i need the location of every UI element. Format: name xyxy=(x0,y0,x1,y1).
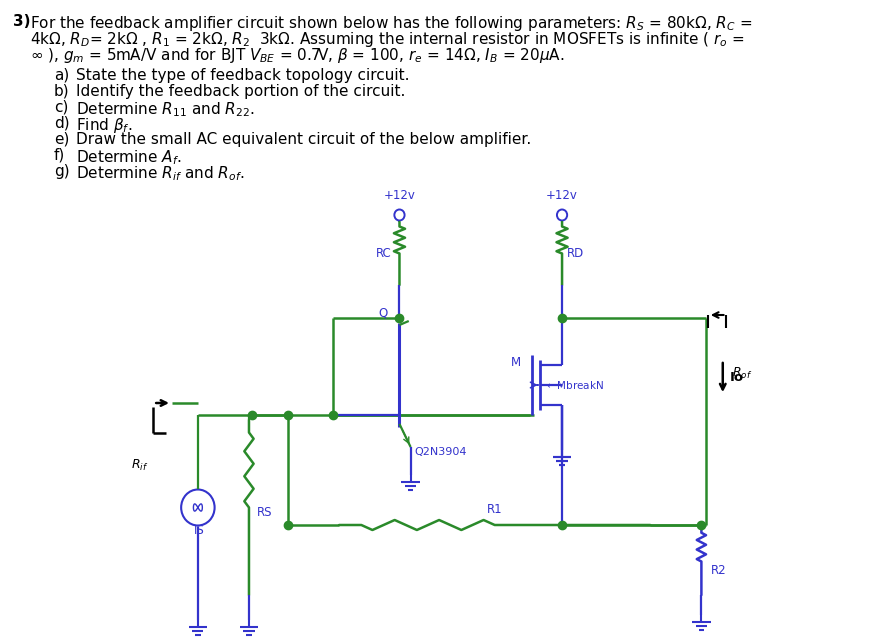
Text: c): c) xyxy=(54,100,68,115)
Text: Draw the small AC equivalent circuit of the below amplifier.: Draw the small AC equivalent circuit of … xyxy=(76,132,532,147)
Text: 3): 3) xyxy=(13,14,31,29)
Text: Io: Io xyxy=(730,371,744,384)
Text: 4k$\Omega$, $R_D$= 2k$\Omega$ , $R_1$ = 2k$\Omega$, $R_2$  3k$\Omega$. Assuming : 4k$\Omega$, $R_D$= 2k$\Omega$ , $R_1$ = … xyxy=(30,30,744,49)
Text: $R_{of}$: $R_{of}$ xyxy=(732,365,752,381)
Text: Determine $R_{if}$ and $R_{of}$.: Determine $R_{if}$ and $R_{of}$. xyxy=(76,164,245,183)
Text: Determine $R_{11}$ and $R_{22}$.: Determine $R_{11}$ and $R_{22}$. xyxy=(76,100,255,119)
Text: For the feedback amplifier circuit shown below has the following parameters: $R_: For the feedback amplifier circuit shown… xyxy=(30,14,752,33)
Text: Identify the feedback portion of the circuit.: Identify the feedback portion of the cir… xyxy=(76,84,405,99)
Text: R2: R2 xyxy=(711,563,727,577)
Text: +12v: +12v xyxy=(546,189,578,202)
Text: Find $\beta_f$.: Find $\beta_f$. xyxy=(76,116,132,135)
Text: g): g) xyxy=(54,164,70,179)
Text: RS: RS xyxy=(256,506,272,519)
Text: f): f) xyxy=(54,148,65,163)
Text: R1: R1 xyxy=(487,503,502,516)
Text: M: M xyxy=(510,356,521,368)
Text: $R_{if}$: $R_{if}$ xyxy=(132,457,148,473)
Text: Q2N3904: Q2N3904 xyxy=(414,447,467,457)
Text: IS: IS xyxy=(194,525,205,538)
Text: State the type of feedback topology circuit.: State the type of feedback topology circ… xyxy=(76,68,410,83)
Text: RC: RC xyxy=(376,247,392,260)
Text: d): d) xyxy=(54,116,70,131)
Text: Q: Q xyxy=(378,307,388,320)
Text: b): b) xyxy=(54,84,70,99)
Text: $\leftarrow$MbreakN: $\leftarrow$MbreakN xyxy=(545,379,605,391)
Text: a): a) xyxy=(54,68,69,83)
Text: Determine $A_f$.: Determine $A_f$. xyxy=(76,148,182,167)
Text: +12v: +12v xyxy=(383,189,415,202)
Text: $\infty$ ), $g_m$ = 5mA/V and for BJT $V_{BE}$ = 0.7V, $\beta$ = 100, $r_e$ = 14: $\infty$ ), $g_m$ = 5mA/V and for BJT $V… xyxy=(30,46,564,65)
Text: e): e) xyxy=(54,132,69,147)
Text: RD: RD xyxy=(567,247,584,260)
